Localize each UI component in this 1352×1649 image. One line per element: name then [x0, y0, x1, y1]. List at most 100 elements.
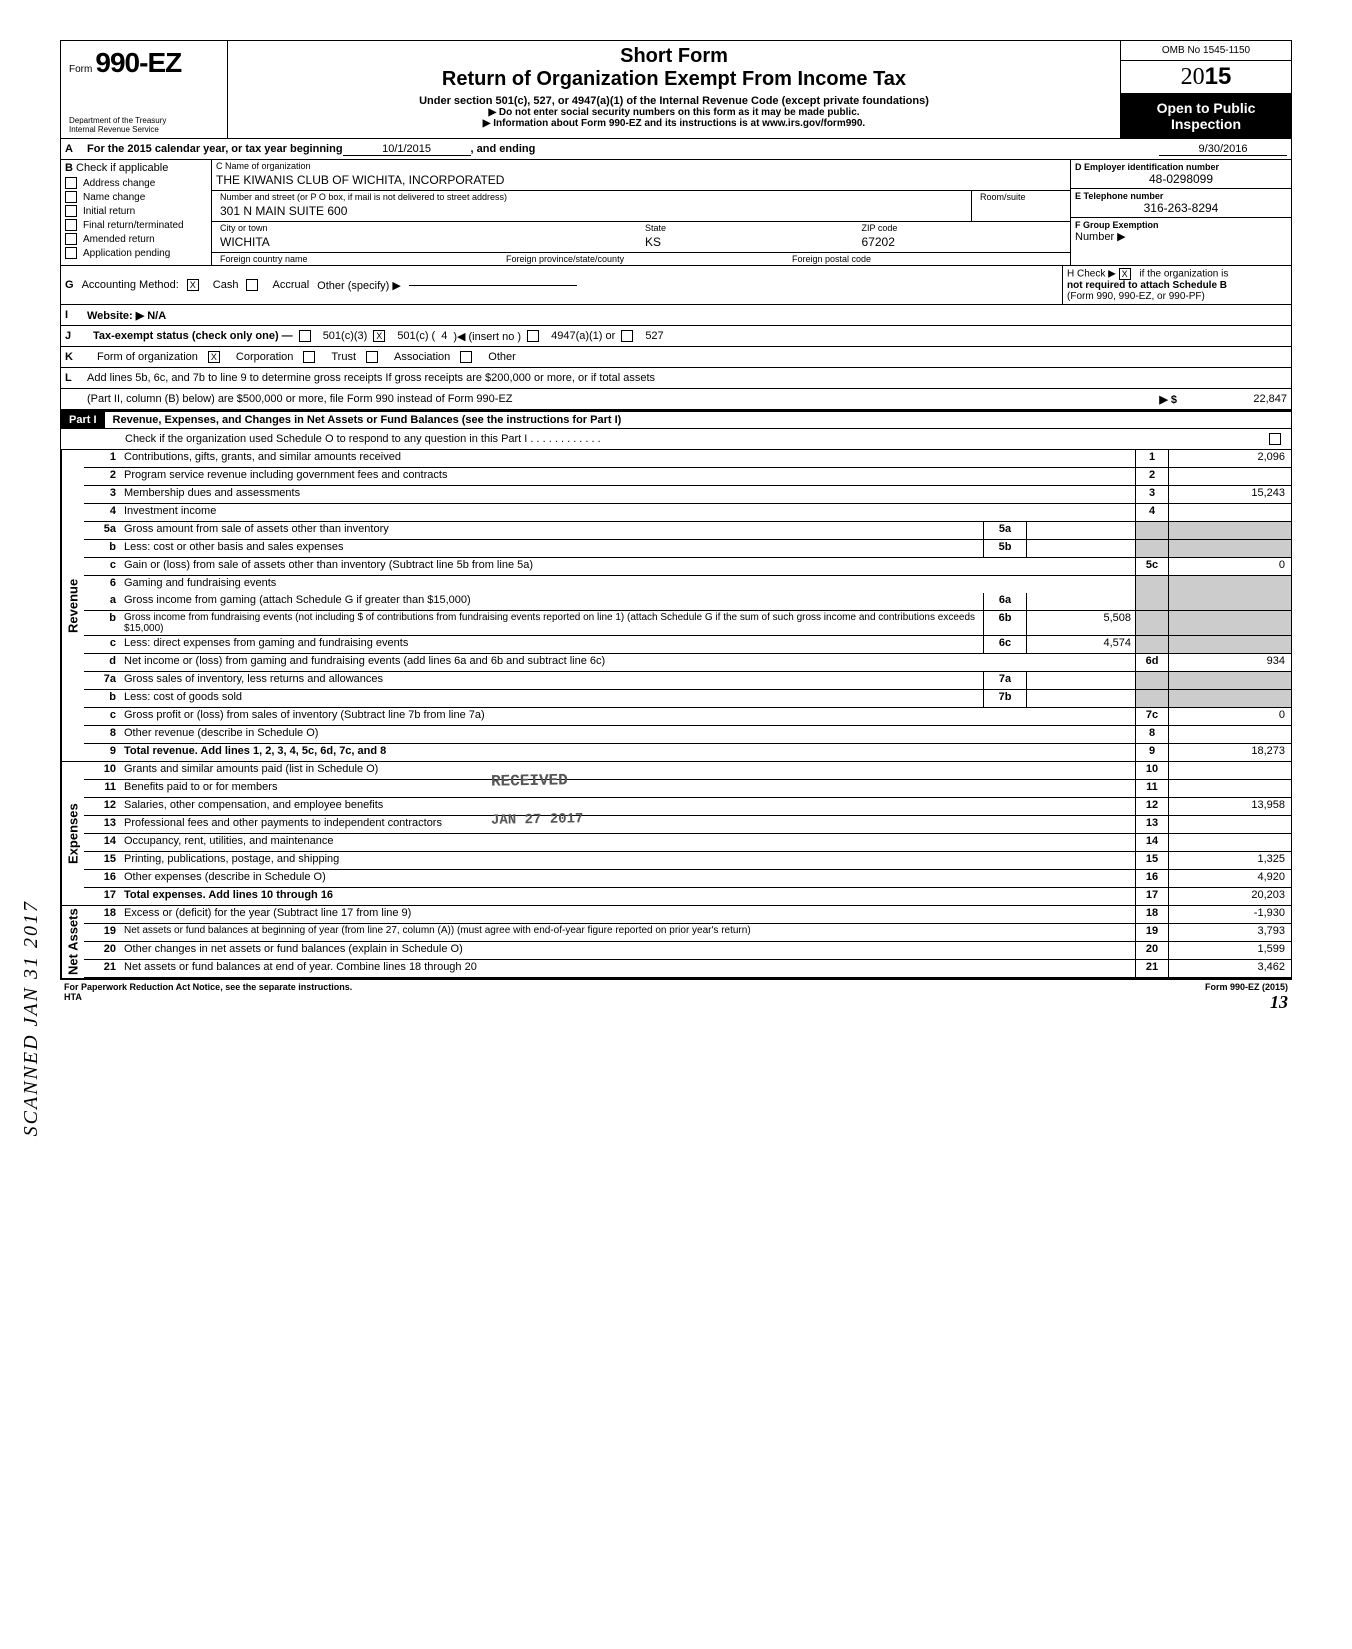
ln11-desc: Benefits paid to or for members	[122, 780, 1135, 797]
ln6b-num: b	[84, 611, 122, 635]
ln6-num: 6	[84, 576, 122, 593]
ln7b-shade2	[1168, 690, 1291, 707]
check-cash[interactable]: X	[187, 279, 199, 291]
ln1-desc: Contributions, gifts, grants, and simila…	[122, 450, 1135, 467]
ln5c-num: c	[84, 558, 122, 575]
ln6b-shade2	[1168, 611, 1291, 635]
ln17-col: 17	[1135, 888, 1168, 905]
ln6-shade2	[1168, 576, 1291, 593]
ln18-col: 18	[1135, 906, 1168, 923]
form-number: 990-EZ	[95, 47, 181, 78]
insert-no: )◀ (insert no )	[453, 330, 521, 343]
ln9-val: 18,273	[1168, 744, 1291, 761]
gross-receipts: 22,847	[1177, 393, 1287, 405]
a-text2: , and ending	[471, 143, 536, 155]
ln12-col: 12	[1135, 798, 1168, 815]
check-H[interactable]: X	[1119, 268, 1131, 280]
letter-L: L	[65, 372, 81, 384]
ln5b-mv	[1026, 540, 1135, 557]
part1-check-text: Check if the organization used Schedule …	[125, 433, 601, 445]
ln19-val: 3,793	[1168, 924, 1291, 941]
ln5a-shade	[1135, 522, 1168, 539]
website-label: Website: ▶ N/A	[87, 309, 166, 322]
ln6d-val: 934	[1168, 654, 1291, 671]
ln6d-col: 6d	[1135, 654, 1168, 671]
check-527[interactable]	[621, 330, 633, 342]
ln14-num: 14	[84, 834, 122, 851]
ln7b-shade	[1135, 690, 1168, 707]
ln19-desc: Net assets or fund balances at beginning…	[122, 924, 1135, 941]
check-association[interactable]	[366, 351, 378, 363]
check-501c3[interactable]	[299, 330, 311, 342]
ln4-desc: Investment income	[122, 504, 1135, 521]
right-box: OMB No 1545-1150 2015 Open to Public Ins…	[1120, 41, 1291, 138]
ln6c-mv: 4,574	[1026, 636, 1135, 653]
d-label: D Employer identification number	[1075, 162, 1287, 172]
check-trust[interactable]	[303, 351, 315, 363]
check-501c[interactable]: X	[373, 330, 385, 342]
check-amended-return[interactable]: Amended return	[61, 232, 211, 246]
other-specify-field[interactable]	[409, 285, 577, 286]
ln16-val: 4,920	[1168, 870, 1291, 887]
open-to-public: Open to Public	[1123, 100, 1289, 116]
h-text4: (Form 990, 990-EZ, or 990-PF)	[1067, 291, 1205, 302]
return-title: Return of Organization Exempt From Incom…	[234, 68, 1114, 91]
ln6d-num: d	[84, 654, 122, 671]
ln20-num: 20	[84, 942, 122, 959]
letter-G: G	[65, 279, 74, 291]
check-final-return[interactable]: Final return/terminated	[61, 218, 211, 232]
accounting-method-label: Accounting Method:	[82, 279, 179, 291]
other-specify: Other (specify) ▶	[317, 279, 401, 292]
h-text1: H Check ▶	[1067, 269, 1116, 280]
ln6a-shade	[1135, 593, 1168, 610]
501c-number: 4	[441, 330, 447, 342]
check-address-change[interactable]: Address change	[61, 176, 211, 190]
side-expenses: Expenses	[61, 762, 84, 906]
ln9-num: 9	[84, 744, 122, 761]
check-accrual[interactable]	[246, 279, 258, 291]
ln8-num: 8	[84, 726, 122, 743]
ln5a-mv	[1026, 522, 1135, 539]
ln5b-num: b	[84, 540, 122, 557]
check-name-change[interactable]: Name change	[61, 190, 211, 204]
check-application-pending[interactable]: Application pending	[61, 246, 211, 260]
check-schedule-o[interactable]	[1269, 433, 1281, 445]
ln18-desc: Excess or (deficit) for the year (Subtra…	[122, 906, 1135, 923]
ln11-val	[1168, 780, 1291, 797]
col-DEF: D Employer identification number 48-0298…	[1071, 160, 1291, 265]
ln15-col: 15	[1135, 852, 1168, 869]
ln2-col: 2	[1135, 468, 1168, 485]
ln9-col: 9	[1135, 744, 1168, 761]
ln15-num: 15	[84, 852, 122, 869]
ln21-val: 3,462	[1168, 960, 1291, 977]
org-state: KS	[641, 234, 850, 252]
ln11-col: 11	[1135, 780, 1168, 797]
ln13-col: 13	[1135, 816, 1168, 833]
form-ref: Form 990-EZ (2015)	[1205, 982, 1288, 992]
ln7c-desc: Gross profit or (loss) from sales of inv…	[122, 708, 1135, 725]
check-initial-return[interactable]: Initial return	[61, 204, 211, 218]
letter-I: I	[65, 309, 81, 321]
check-4947[interactable]	[527, 330, 539, 342]
phone-value: 316-263-8294	[1075, 201, 1287, 215]
ln7a-num: 7a	[84, 672, 122, 689]
check-if-applicable: Check if applicable	[76, 162, 168, 174]
ln14-col: 14	[1135, 834, 1168, 851]
letter-B: B	[65, 162, 73, 174]
ln5c-col: 5c	[1135, 558, 1168, 575]
ln13-val	[1168, 816, 1291, 833]
line-A: A For the 2015 calendar year, or tax yea…	[61, 139, 1291, 160]
check-other[interactable]	[460, 351, 472, 363]
ln7a-shade2	[1168, 672, 1291, 689]
ln19-num: 19	[84, 924, 122, 941]
line-L: L Add lines 5b, 6c, and 7b to line 9 to …	[61, 368, 1291, 389]
part1-title: Revenue, Expenses, and Changes in Net As…	[113, 414, 622, 426]
footer: For Paperwork Reduction Act Notice, see …	[60, 980, 1292, 1015]
ln5a-desc: Gross amount from sale of assets other t…	[122, 522, 983, 539]
ln14-desc: Occupancy, rent, utilities, and maintena…	[122, 834, 1135, 851]
ln7a-desc: Gross sales of inventory, less returns a…	[122, 672, 983, 689]
ln5a-shade2	[1168, 522, 1291, 539]
check-corporation[interactable]: X	[208, 351, 220, 363]
ln12-desc: Salaries, other compensation, and employ…	[122, 798, 1135, 815]
org-zip: 67202	[858, 234, 1067, 252]
